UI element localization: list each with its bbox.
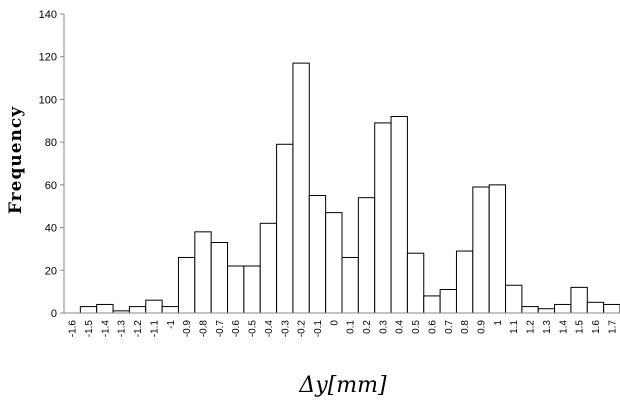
x-tick-label: -0.3 xyxy=(280,320,291,338)
x-tick-label: -0.1 xyxy=(313,320,324,338)
y-axis: 0 20 40 60 80 100 120 140 xyxy=(39,9,65,320)
bar xyxy=(374,122,392,314)
x-tick-label: 0.2 xyxy=(362,320,373,334)
x-tick-label: 1 xyxy=(493,320,504,326)
bar xyxy=(472,186,490,314)
y-tick-label: 40 xyxy=(45,223,57,235)
bar xyxy=(537,308,556,314)
bar xyxy=(308,195,327,314)
x-tick-label: 1.1 xyxy=(509,320,520,334)
x-tick-label: -1.1 xyxy=(149,320,160,338)
bars xyxy=(79,62,620,314)
bar xyxy=(505,284,523,314)
bar xyxy=(341,256,359,314)
y-tick-label: 140 xyxy=(39,9,57,21)
x-tick-label: -0.8 xyxy=(199,320,210,338)
x-tick-label: 1.5 xyxy=(575,320,586,334)
x-tick-label: -0.4 xyxy=(264,320,275,338)
x-tick-label: 0 xyxy=(329,320,340,326)
x-tick-label: 0.1 xyxy=(346,320,357,334)
bar xyxy=(292,62,310,314)
bar xyxy=(145,299,163,314)
x-tick-label: -1 xyxy=(166,320,177,329)
x-tick-label: 1.6 xyxy=(591,320,602,334)
x-tick-label: -1.5 xyxy=(84,320,95,338)
bar xyxy=(455,250,474,314)
bar xyxy=(259,222,278,314)
y-tick-label: 20 xyxy=(45,265,57,277)
y-tick-label: 60 xyxy=(45,180,57,192)
bar xyxy=(554,303,572,314)
bar xyxy=(488,184,507,314)
bar xyxy=(423,295,441,314)
x-tick-label: 0.5 xyxy=(411,320,422,334)
x-tick-label: -1.2 xyxy=(133,320,144,338)
x-tick-label: 0.8 xyxy=(460,320,471,334)
y-tick-label: 120 xyxy=(39,52,57,64)
x-axis: -1.6 -1.5 -1.4 -1.3 -1.2 -1.1 -1 -0.9 -0.8 -0.7 -0… xyxy=(64,312,620,338)
bar xyxy=(161,306,179,314)
x-tick-label: -0.9 xyxy=(182,320,193,338)
x-tick-label: 1.4 xyxy=(558,320,569,334)
bar xyxy=(194,231,212,314)
x-tick-label: -1.4 xyxy=(100,320,111,338)
bar xyxy=(276,143,294,314)
bar xyxy=(570,286,588,314)
x-tick-label: 0.9 xyxy=(477,320,488,334)
x-tick-label: -0.7 xyxy=(215,320,226,338)
x-tick-label: 1.3 xyxy=(542,320,553,334)
bar xyxy=(227,265,245,314)
x-tick-label: 0.6 xyxy=(427,320,438,334)
bar xyxy=(603,303,620,314)
bar xyxy=(177,256,196,314)
x-tick-label: 0.3 xyxy=(378,320,389,334)
x-tick-label: 1.2 xyxy=(526,320,537,334)
y-tick-label: 80 xyxy=(45,137,57,149)
y-axis-label: Frequency xyxy=(6,106,26,214)
x-tick-label: -1.6 xyxy=(68,320,79,338)
bar xyxy=(128,306,147,314)
x-tick-label: -0.5 xyxy=(248,320,259,338)
bar xyxy=(96,303,114,314)
bar xyxy=(243,265,261,314)
bar xyxy=(357,197,376,314)
bar xyxy=(406,252,425,314)
x-axis-label: Δy[mm] xyxy=(298,373,387,398)
x-tick-label: -0.2 xyxy=(297,320,308,338)
y-tick-label: 100 xyxy=(39,94,57,106)
bar xyxy=(586,301,605,314)
y-tick-label: 0 xyxy=(51,308,57,320)
bar xyxy=(210,242,229,314)
bar xyxy=(390,116,408,314)
bar xyxy=(325,212,343,314)
x-tick-label: -0.6 xyxy=(231,320,242,338)
bar xyxy=(79,306,98,314)
x-tick-label: 1.7 xyxy=(607,320,618,334)
bar xyxy=(521,306,539,314)
bar xyxy=(439,289,457,314)
x-tick-label: -1.3 xyxy=(117,320,128,338)
x-tick-label: 0.4 xyxy=(395,320,406,334)
x-tick-label: 0.7 xyxy=(444,320,455,334)
